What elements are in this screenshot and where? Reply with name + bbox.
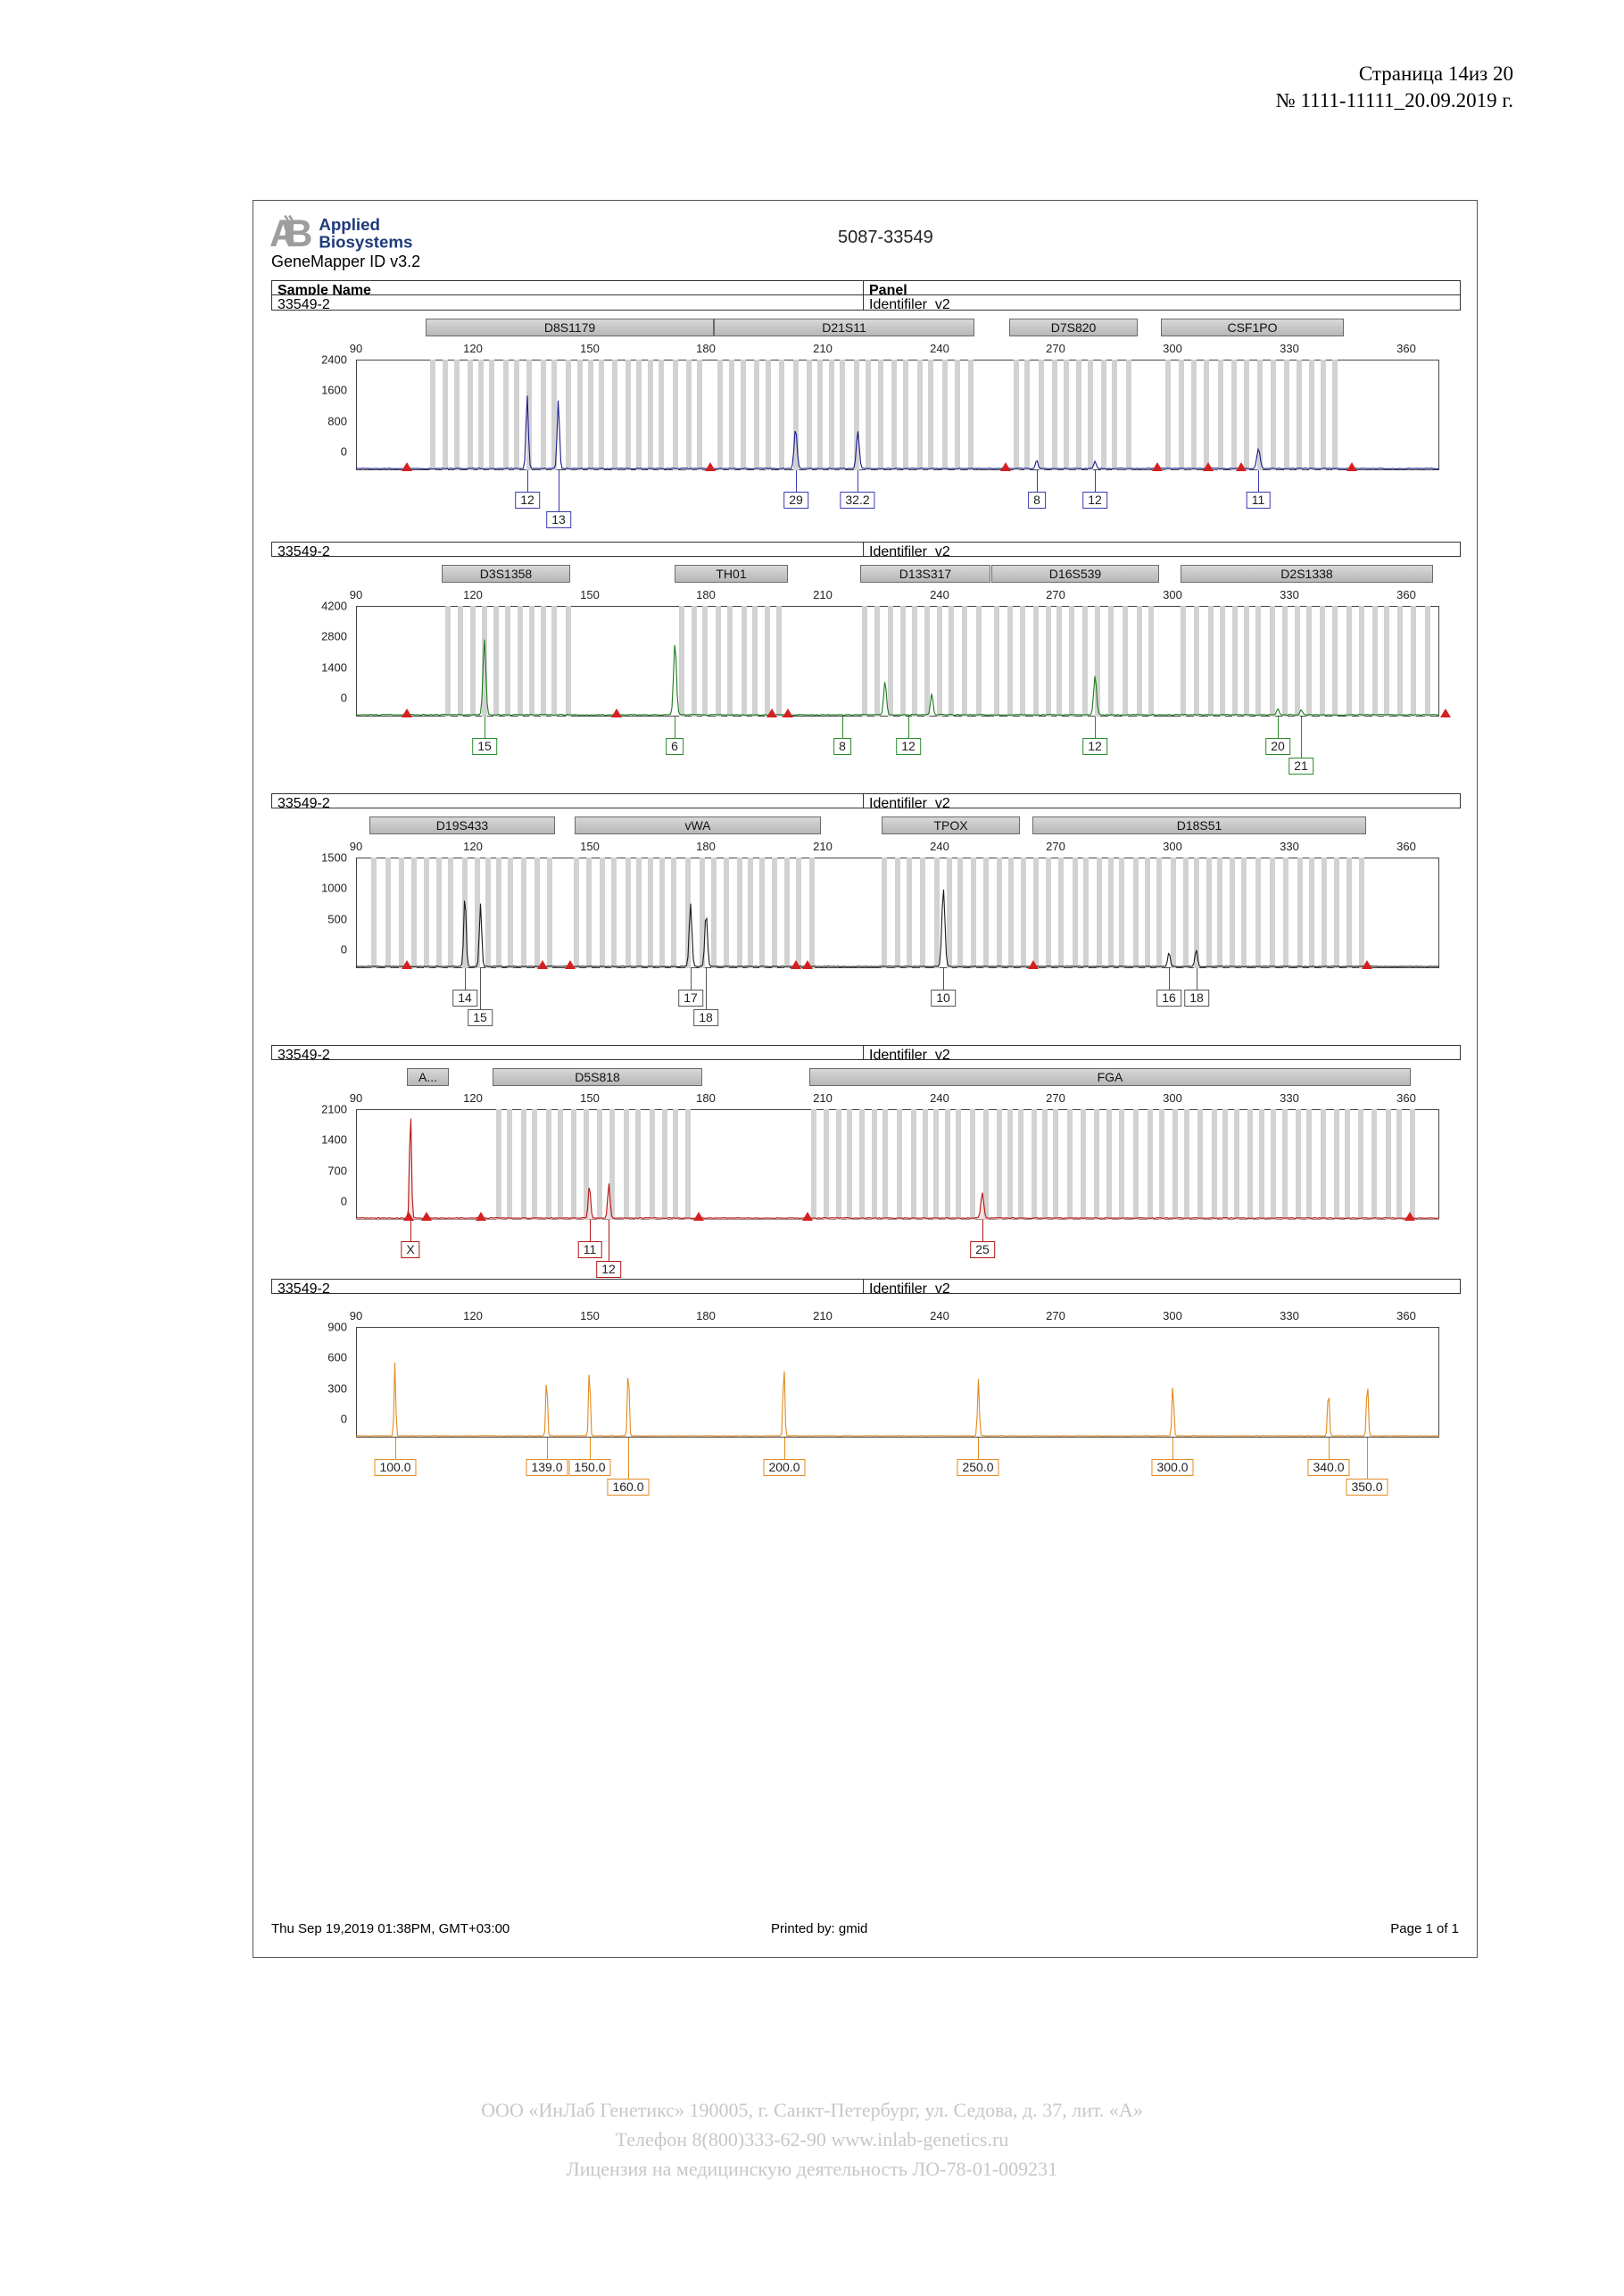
svg-text:B: B: [286, 212, 313, 254]
svg-text:Biosystems: Biosystems: [319, 232, 412, 251]
svg-text:Applied: Applied: [319, 215, 380, 234]
